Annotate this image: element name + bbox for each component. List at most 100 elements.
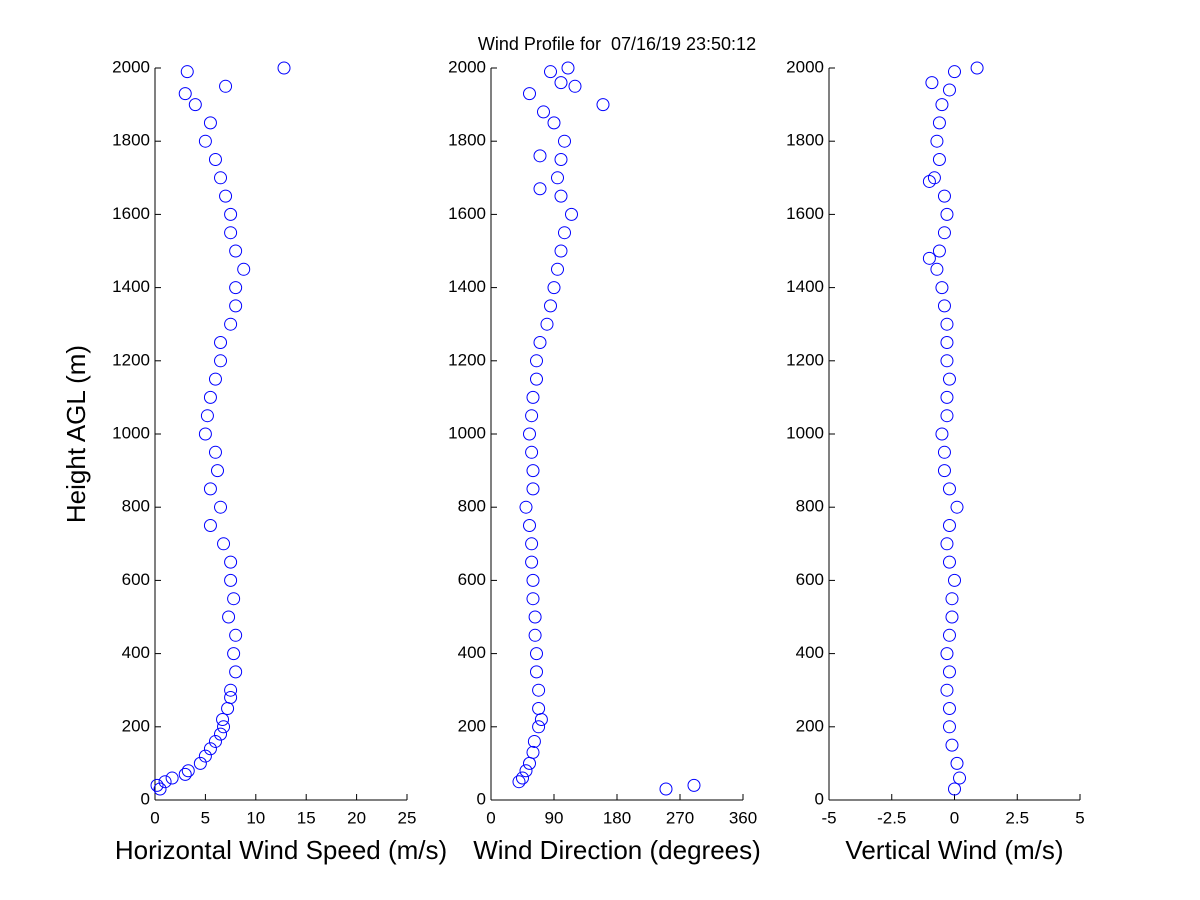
data-point bbox=[942, 628, 956, 642]
y-tick-label: 1800 bbox=[448, 131, 486, 150]
data-point bbox=[927, 171, 941, 185]
data-point bbox=[229, 281, 243, 295]
data-point bbox=[217, 720, 231, 734]
data-point bbox=[551, 171, 564, 185]
data-point bbox=[178, 767, 192, 781]
y-tick-label: 1400 bbox=[786, 277, 824, 296]
data-point bbox=[547, 116, 561, 130]
data-point bbox=[229, 628, 243, 642]
y-tick-label: 1200 bbox=[448, 350, 486, 369]
data-point bbox=[229, 244, 243, 258]
data-point bbox=[224, 317, 238, 331]
data-point bbox=[208, 372, 222, 386]
y-tick-label: 1000 bbox=[786, 423, 824, 442]
data-point bbox=[953, 771, 967, 785]
data-point bbox=[940, 354, 954, 368]
data-point bbox=[932, 153, 946, 166]
data-point bbox=[525, 409, 539, 423]
data-point bbox=[519, 500, 533, 514]
data-point bbox=[203, 390, 217, 404]
data-point bbox=[930, 134, 944, 148]
data-point bbox=[948, 782, 961, 796]
y-tick-label: 1400 bbox=[112, 277, 150, 296]
y-tick-label: 1400 bbox=[448, 277, 486, 296]
data-point bbox=[526, 390, 540, 404]
data-point bbox=[526, 573, 540, 587]
data-point bbox=[217, 537, 231, 551]
data-point bbox=[523, 87, 536, 101]
data-point bbox=[203, 482, 217, 496]
figure-title: Wind Profile for 07/16/19 23:50:12 bbox=[478, 34, 756, 54]
y-tick-label: 1600 bbox=[448, 204, 486, 223]
data-point bbox=[198, 134, 212, 148]
data-point bbox=[948, 573, 961, 587]
data-point bbox=[935, 98, 949, 112]
data-point bbox=[198, 749, 212, 763]
data-point bbox=[208, 445, 222, 459]
data-point bbox=[219, 189, 233, 203]
x-tick-label: 5 bbox=[201, 808, 210, 827]
data-point bbox=[932, 244, 946, 258]
data-point bbox=[224, 691, 238, 705]
data-point bbox=[214, 171, 228, 185]
x-tick-label: 0 bbox=[950, 808, 959, 827]
y-tick-label: 0 bbox=[815, 789, 824, 808]
y-tick-label: 200 bbox=[458, 716, 486, 735]
data-point bbox=[523, 427, 536, 441]
data-point bbox=[227, 592, 241, 606]
data-point bbox=[554, 189, 568, 203]
y-tick-label: 400 bbox=[458, 643, 486, 662]
data-point bbox=[224, 683, 238, 697]
data-point bbox=[153, 782, 167, 796]
data-point bbox=[940, 207, 954, 221]
x-tick-label: 2.5 bbox=[1005, 808, 1029, 827]
data-point bbox=[528, 628, 542, 642]
data-point bbox=[940, 409, 954, 423]
data-point bbox=[687, 778, 701, 792]
data-point bbox=[523, 519, 536, 532]
data-point bbox=[198, 427, 212, 441]
data-point bbox=[532, 702, 546, 715]
data-point bbox=[224, 226, 238, 240]
data-point bbox=[530, 665, 543, 679]
data-point bbox=[561, 61, 575, 75]
y-axis-label: Height AGL (m) bbox=[61, 345, 91, 523]
y-tick-label: 400 bbox=[122, 643, 150, 662]
data-point bbox=[526, 745, 540, 759]
x-axis-label: Horizontal Wind Speed (m/s) bbox=[115, 835, 447, 865]
data-point bbox=[935, 281, 949, 295]
data-point bbox=[554, 153, 568, 166]
data-point bbox=[532, 683, 546, 697]
y-tick-label: 800 bbox=[796, 497, 824, 516]
x-tick-label: 0 bbox=[150, 808, 159, 827]
y-tick-label: 1200 bbox=[786, 350, 824, 369]
y-tick-label: 1600 bbox=[112, 204, 150, 223]
data-point bbox=[227, 647, 241, 661]
x-tick-label: -5 bbox=[821, 808, 836, 827]
data-point bbox=[937, 189, 951, 203]
data-point bbox=[558, 226, 571, 240]
data-point bbox=[544, 299, 557, 313]
data-point bbox=[181, 764, 195, 778]
data-point bbox=[540, 317, 554, 331]
data-point bbox=[224, 207, 238, 221]
x-tick-label: 360 bbox=[729, 808, 757, 827]
data-point bbox=[229, 299, 243, 313]
data-point bbox=[512, 775, 526, 789]
data-point bbox=[935, 427, 949, 441]
data-point bbox=[165, 771, 179, 785]
data-point bbox=[533, 336, 547, 349]
data-point bbox=[530, 372, 543, 386]
data-point bbox=[214, 336, 228, 349]
data-point bbox=[940, 390, 954, 404]
data-point bbox=[150, 778, 164, 792]
y-tick-label: 1000 bbox=[448, 423, 486, 442]
data-point bbox=[945, 610, 959, 624]
data-point bbox=[532, 720, 546, 734]
data-point bbox=[554, 76, 568, 90]
data-point bbox=[937, 445, 951, 459]
data-point bbox=[940, 683, 954, 697]
x-tick-label: -2.5 bbox=[877, 808, 906, 827]
